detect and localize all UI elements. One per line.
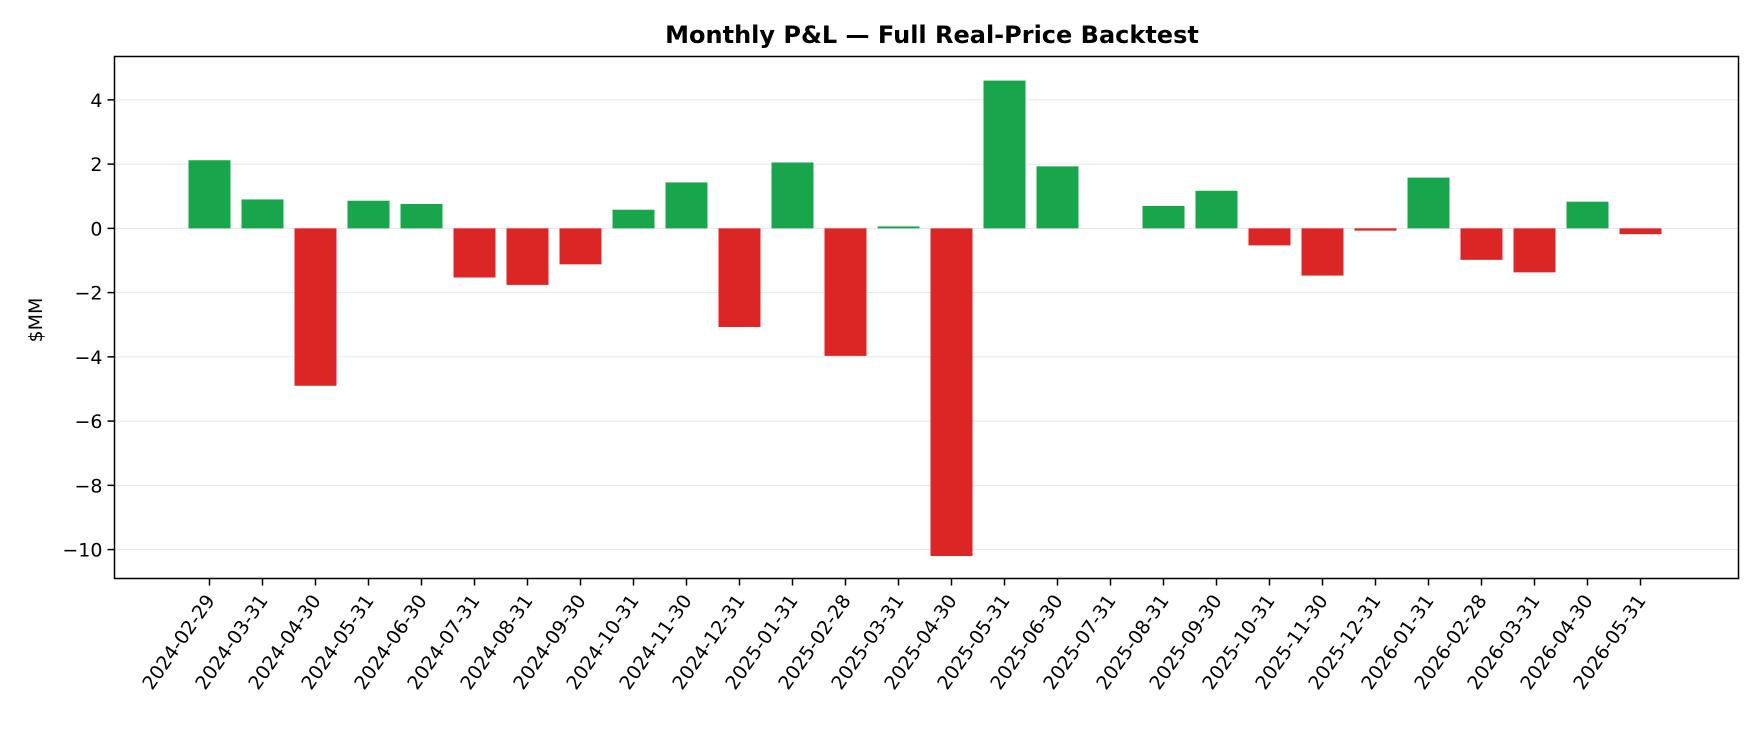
x-axis: 2024-02-292024-03-312024-04-302024-05-31…: [138, 578, 1651, 694]
plot-frame: [113, 55, 1740, 580]
bar: [294, 228, 337, 386]
bar: [718, 228, 761, 327]
bar: [1142, 205, 1185, 229]
y-tick-label: −6: [74, 411, 102, 433]
bar: [453, 228, 496, 278]
y-tick-label: 2: [90, 154, 102, 176]
bar: [241, 199, 284, 229]
grid-lines: [114, 99, 1739, 551]
y-tick-label: 0: [90, 218, 102, 240]
bar: [1460, 228, 1503, 260]
y-axis-label: $MM: [25, 298, 47, 343]
bar: [1407, 177, 1450, 229]
bar: [1301, 228, 1344, 276]
bar: [1248, 228, 1291, 246]
bar: [1036, 166, 1079, 229]
bar: [559, 228, 602, 265]
bar: [771, 162, 814, 229]
bar: [506, 228, 549, 285]
bar: [1195, 190, 1238, 229]
bar: [612, 209, 655, 229]
bar: [877, 226, 920, 229]
y-tick-label: −8: [74, 475, 102, 497]
bar: [665, 182, 708, 229]
bar: [983, 80, 1026, 229]
y-tick-label: −10: [62, 540, 102, 562]
y-tick-label: −2: [74, 283, 102, 305]
bar: [824, 228, 867, 356]
bar: [188, 160, 231, 229]
bar: [1354, 228, 1397, 231]
bar: [1513, 228, 1556, 273]
bar: [1619, 228, 1662, 235]
bar: [1566, 201, 1609, 229]
chart-title: Monthly P&L — Full Real-Price Backtest: [665, 21, 1199, 49]
bars: [188, 80, 1662, 557]
bar: [400, 203, 443, 229]
y-tick-label: 4: [90, 90, 102, 112]
y-axis: 4 2 0 −2 −4 −6 −8 −10: [62, 90, 115, 562]
y-tick-label: −4: [74, 347, 102, 369]
bar: [347, 200, 390, 229]
bar: [930, 228, 973, 557]
